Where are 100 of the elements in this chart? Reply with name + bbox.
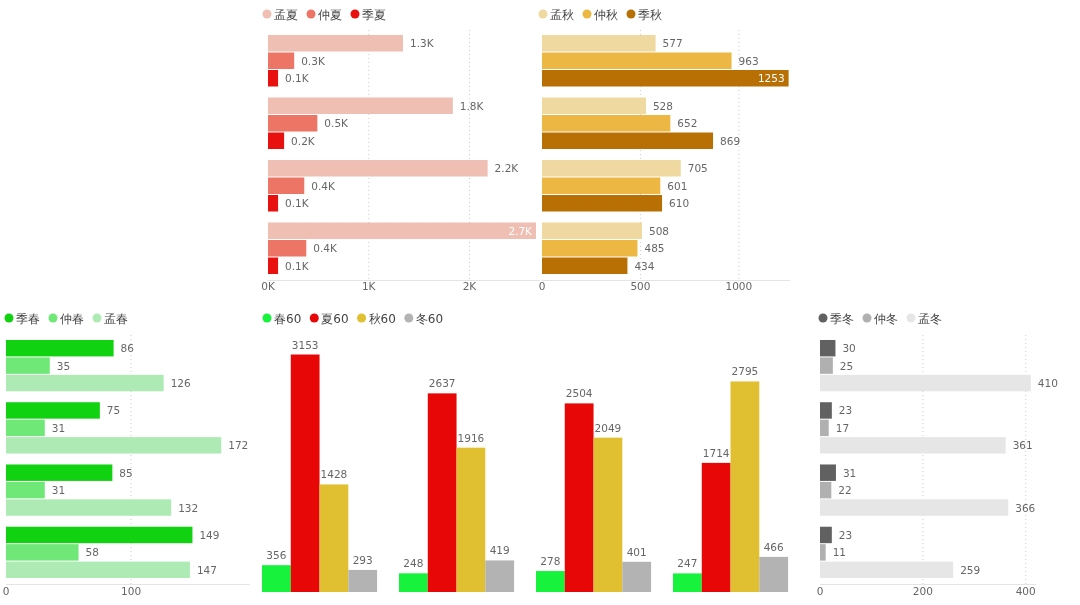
data-label: 85 <box>119 466 133 479</box>
bar <box>759 556 789 592</box>
data-label: 3153 <box>291 338 319 351</box>
bar <box>730 381 760 592</box>
bar <box>6 481 45 499</box>
x-tick-label: 0 <box>816 585 824 597</box>
bar <box>6 437 222 454</box>
legend-label: 冬60 <box>415 311 444 326</box>
bar <box>820 499 1009 516</box>
bar <box>593 437 623 592</box>
data-label: 0.5K <box>324 117 350 130</box>
data-label: 172 <box>228 439 249 452</box>
legend-label: 季秋 <box>638 7 662 22</box>
legend-label: 仲春 <box>60 311 84 326</box>
data-label: 485 <box>644 242 665 255</box>
data-label: 2049 <box>594 421 622 434</box>
legend-label: 季春 <box>16 311 40 326</box>
bar <box>290 354 320 592</box>
bar <box>268 240 307 257</box>
data-label: 401 <box>626 545 647 558</box>
bar <box>542 177 661 194</box>
data-label: 1.8K <box>459 99 485 112</box>
x-tick-label: 400 <box>1015 585 1036 597</box>
bar <box>820 544 826 561</box>
bar <box>542 97 646 114</box>
data-label: 31 <box>842 466 857 479</box>
legend-label: 夏60 <box>321 311 349 326</box>
bar <box>6 561 190 579</box>
legend-label: 孟春 <box>104 311 128 326</box>
bar <box>6 357 50 374</box>
bar <box>456 447 486 592</box>
data-label: 0.1K <box>285 197 310 210</box>
bar <box>268 195 279 212</box>
data-label: 419 <box>489 544 510 557</box>
bar <box>6 499 172 516</box>
bar <box>268 132 285 149</box>
legend-label: 季冬 <box>830 311 854 326</box>
x-tick-label: 0 <box>2 585 10 597</box>
data-label: 31 <box>51 421 66 434</box>
bar <box>542 160 681 177</box>
legend-label: 春60 <box>274 311 302 326</box>
bar <box>542 132 714 149</box>
bar <box>6 402 100 419</box>
x-tick-label: 2K <box>462 280 478 292</box>
legend-label: 仲秋 <box>594 7 618 22</box>
data-label: 366 <box>1015 501 1036 514</box>
data-label: 2637 <box>428 377 456 390</box>
data-label: 22 <box>838 484 852 497</box>
bar <box>820 357 833 374</box>
data-label: 126 <box>170 377 192 390</box>
bar <box>6 374 164 392</box>
data-label: 0.1K <box>285 259 310 272</box>
data-label: 577 <box>662 37 683 50</box>
data-label: 601 <box>667 179 688 192</box>
legend-label: 季夏 <box>362 7 386 22</box>
bar <box>542 195 663 212</box>
data-label: 1916 <box>457 431 485 444</box>
data-label: 963 <box>738 54 759 67</box>
bar <box>622 561 652 592</box>
bar <box>820 374 1031 392</box>
legend-label: 仲冬 <box>874 311 898 326</box>
bar <box>268 160 488 177</box>
bar <box>268 97 453 114</box>
data-label: 0.2K <box>291 134 316 147</box>
bar <box>564 403 594 592</box>
bar <box>348 569 378 592</box>
data-label: 30 <box>842 342 856 355</box>
bar <box>6 464 113 481</box>
data-label: 434 <box>634 259 655 272</box>
data-label: 25 <box>839 359 854 372</box>
bar <box>536 571 565 592</box>
bar <box>542 257 628 274</box>
data-label: 247 <box>677 557 698 570</box>
bar <box>262 565 291 592</box>
bar <box>542 52 732 69</box>
bar <box>6 526 193 544</box>
bar <box>268 177 305 194</box>
data-label: 149 <box>199 528 220 541</box>
data-label: 652 <box>677 117 698 130</box>
bar <box>820 402 832 419</box>
x-tick-label: 0K <box>261 280 276 292</box>
bar <box>268 52 295 69</box>
data-label: 1.3K <box>409 37 435 50</box>
data-label: 1428 <box>320 468 348 481</box>
data-label: 0.4K <box>313 242 338 255</box>
data-label: 528 <box>652 99 673 112</box>
legend-label: 仲夏 <box>318 7 342 22</box>
data-label: 11 <box>832 546 847 559</box>
data-label: 86 <box>120 342 135 355</box>
bar <box>427 393 457 592</box>
x-tick-label: 100 <box>121 585 142 597</box>
data-label: 361 <box>1012 439 1033 452</box>
bar <box>820 339 836 357</box>
data-label: 410 <box>1037 377 1058 390</box>
data-label: 23 <box>838 404 853 417</box>
bar <box>268 115 318 132</box>
data-label: 132 <box>178 501 199 514</box>
data-label: 35 <box>56 359 71 372</box>
data-label: 0.4K <box>311 179 336 192</box>
data-label: 2795 <box>731 365 759 378</box>
